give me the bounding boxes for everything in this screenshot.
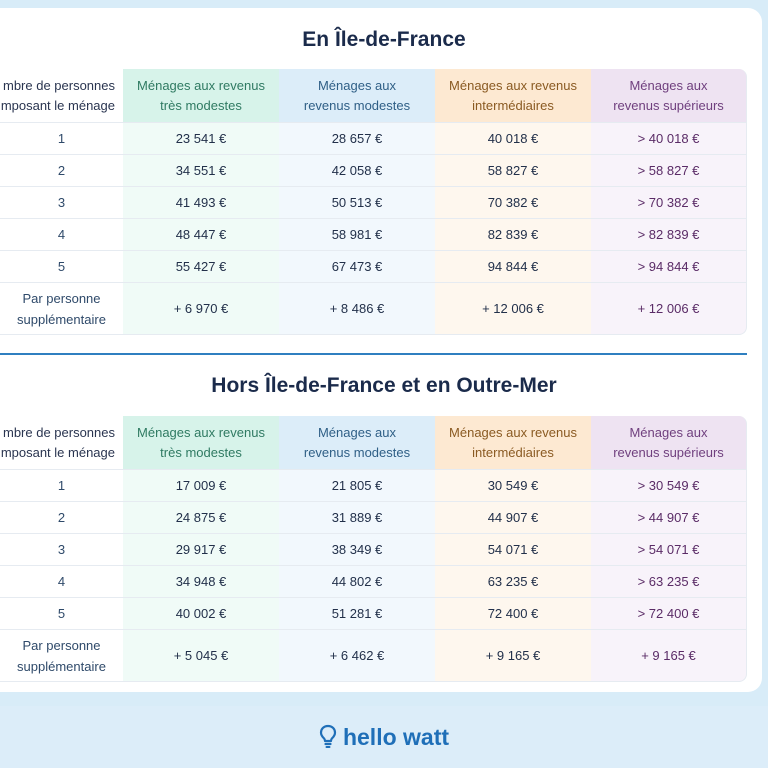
value-superior: > 63 235 € — [591, 566, 747, 598]
table-row: Par personne supplémentaire + 6 970 € + 8 4… — [0, 283, 747, 335]
value-intermediate: 40 018 € — [435, 123, 591, 155]
value-intermediate: 70 382 € — [435, 187, 591, 219]
table-header-row: mbre de personnes mposant le ménage Ménag… — [0, 69, 747, 123]
value-modest: 58 981 € — [279, 219, 435, 251]
value-modest: + 8 486 € — [279, 283, 435, 335]
row-label: 2 — [0, 155, 123, 187]
value-modest: 44 802 € — [279, 566, 435, 598]
value-superior: > 30 549 € — [591, 470, 747, 502]
value-superior: > 94 844 € — [591, 251, 747, 283]
value-modest: 38 349 € — [279, 534, 435, 566]
table-row: Par personne supplémentaire + 5 045 € + 6 4… — [0, 630, 747, 682]
header-modest: Ménages aux revenus modestes — [279, 69, 435, 123]
value-superior: > 82 839 € — [591, 219, 747, 251]
header-intermediate: Ménages aux revenus intermédiaires — [435, 69, 591, 123]
row-label: 3 — [0, 534, 123, 566]
value-very-modest: 41 493 € — [123, 187, 279, 219]
header-modest: Ménages aux revenus modestes — [279, 416, 435, 470]
section-divider — [0, 353, 747, 355]
value-very-modest: 17 009 € — [123, 470, 279, 502]
value-superior: + 12 006 € — [591, 283, 747, 335]
value-modest: 50 513 € — [279, 187, 435, 219]
section-title-ile-de-france: En Île-de-France — [302, 28, 466, 51]
value-intermediate: 72 400 € — [435, 598, 591, 630]
table-row: 2 24 875 €31 889 €44 907 € > 44 907 € — [0, 502, 747, 534]
header-very-modest: Ménages aux revenus très modestes — [123, 69, 279, 123]
value-intermediate: 58 827 € — [435, 155, 591, 187]
table-row: 4 48 447 €58 981 €82 839 € > 82 839 € — [0, 219, 747, 251]
value-modest: 21 805 € — [279, 470, 435, 502]
value-very-modest: + 5 045 € — [123, 630, 279, 682]
row-label: 4 — [0, 566, 123, 598]
value-intermediate: 30 549 € — [435, 470, 591, 502]
row-label: 1 — [0, 123, 123, 155]
value-superior: + 9 165 € — [591, 630, 747, 682]
value-intermediate: 63 235 € — [435, 566, 591, 598]
value-modest: 51 281 € — [279, 598, 435, 630]
value-intermediate: 82 839 € — [435, 219, 591, 251]
brand-name: hello watt — [342, 724, 450, 750]
value-superior: > 58 827 € — [591, 155, 747, 187]
row-label: 2 — [0, 502, 123, 534]
table-row: 4 34 948 €44 802 €63 235 € > 63 235 € — [0, 566, 747, 598]
table-row: 3 29 917 €38 349 €54 071 € > 54 071 € — [0, 534, 747, 566]
value-superior: > 40 018 € — [591, 123, 747, 155]
row-label: 5 — [0, 598, 123, 630]
value-very-modest: 48 447 € — [123, 219, 279, 251]
value-very-modest: 40 002 € — [123, 598, 279, 630]
value-intermediate: + 9 165 € — [435, 630, 591, 682]
income-table-hors-ile-de-france: mbre de personnes mposant le ménage Ménag… — [0, 416, 747, 682]
value-superior: > 72 400 € — [591, 598, 747, 630]
income-table-ile-de-france: mbre de personnes mposant le ménage Ménag… — [0, 69, 747, 335]
value-very-modest: 24 875 € — [123, 502, 279, 534]
table-row: 3 41 493 €50 513 €70 382 € > 70 382 € — [0, 187, 747, 219]
lightbulb-icon — [319, 724, 337, 754]
header-household-size: mbre de personnes mposant le ménage — [0, 69, 123, 123]
value-very-modest: 34 551 € — [123, 155, 279, 187]
value-very-modest: 55 427 € — [123, 251, 279, 283]
table-row: 1 17 009 €21 805 €30 549 € > 30 549 € — [0, 470, 747, 502]
row-label: 3 — [0, 187, 123, 219]
value-modest: 28 657 € — [279, 123, 435, 155]
value-superior: > 44 907 € — [591, 502, 747, 534]
value-very-modest: 23 541 € — [123, 123, 279, 155]
value-intermediate: 44 907 € — [435, 502, 591, 534]
row-label: 4 — [0, 219, 123, 251]
row-label: Par personne supplémentaire — [0, 283, 123, 335]
value-intermediate: + 12 006 € — [435, 283, 591, 335]
row-label: 5 — [0, 251, 123, 283]
table-row: 5 55 427 €67 473 €94 844 € > 94 844 € — [0, 251, 747, 283]
value-intermediate: 54 071 € — [435, 534, 591, 566]
header-very-modest: Ménages aux revenus très modestes — [123, 416, 279, 470]
value-very-modest: 34 948 € — [123, 566, 279, 598]
table-row: 5 40 002 €51 281 €72 400 € > 72 400 € — [0, 598, 747, 630]
header-intermediate: Ménages aux revenus intermédiaires — [435, 416, 591, 470]
row-label: Par personne supplémentaire — [0, 630, 123, 682]
table-header-row: mbre de personnes mposant le ménage Ménag… — [0, 416, 747, 470]
value-modest: 67 473 € — [279, 251, 435, 283]
row-label: 1 — [0, 470, 123, 502]
header-superior: Ménages aux revenus supérieurs — [591, 416, 747, 470]
value-very-modest: + 6 970 € — [123, 283, 279, 335]
footer-band — [0, 706, 768, 768]
value-superior: > 54 071 € — [591, 534, 747, 566]
section-title-hors-ile-de-france: Hors Île-de-France et en Outre-Mer — [211, 374, 557, 397]
value-very-modest: 29 917 € — [123, 534, 279, 566]
value-modest: + 6 462 € — [279, 630, 435, 682]
header-household-size: mbre de personnes mposant le ménage — [0, 416, 123, 470]
value-intermediate: 94 844 € — [435, 251, 591, 283]
value-modest: 42 058 € — [279, 155, 435, 187]
table-row: 2 34 551 €42 058 €58 827 € > 58 827 € — [0, 155, 747, 187]
header-superior: Ménages aux revenus supérieurs — [591, 69, 747, 123]
brand-logo: hello watt — [0, 724, 768, 754]
table-row: 1 23 541 €28 657 €40 018 € > 40 018 € — [0, 123, 747, 155]
value-modest: 31 889 € — [279, 502, 435, 534]
value-superior: > 70 382 € — [591, 187, 747, 219]
